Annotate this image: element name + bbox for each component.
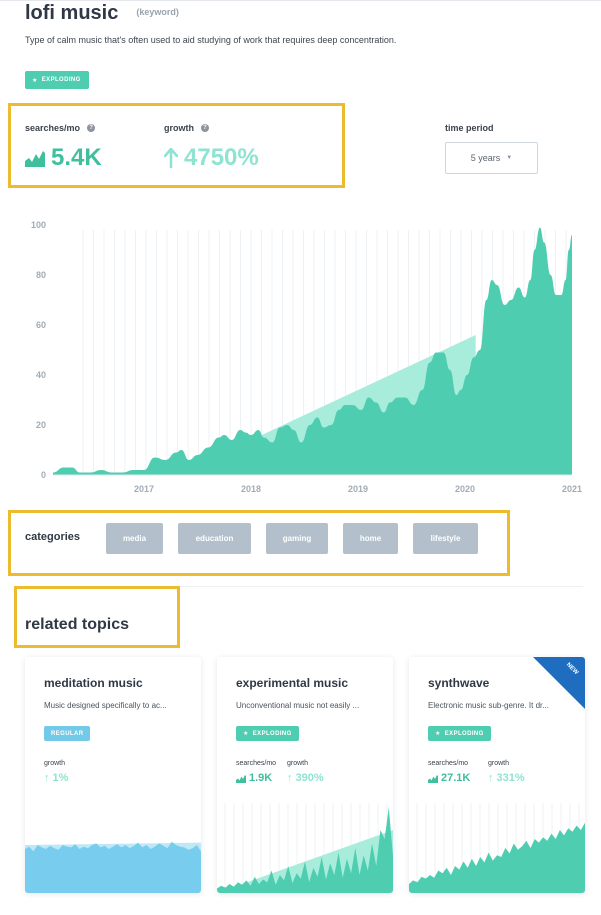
card-status-badge: ★ EXPLODING	[428, 726, 491, 741]
card-searches-value: 1.9K	[236, 772, 272, 784]
star-icon: ★	[32, 77, 38, 84]
growth-label: growth ?	[164, 123, 209, 133]
card-title: synthwave	[428, 676, 490, 690]
card-title: experimental music	[236, 676, 349, 690]
y-tick-label: 80	[36, 270, 46, 280]
card-searches-label: searches/mo	[428, 760, 469, 767]
card-growth-label: growth	[488, 760, 510, 767]
card-status-badge: REGULAR	[44, 726, 91, 741]
category-chip-media[interactable]: media	[106, 523, 163, 554]
card-title: meditation music	[44, 676, 143, 690]
trend-chart-icon	[428, 774, 438, 783]
card-volume-area	[25, 841, 201, 893]
help-icon[interactable]: ?	[201, 124, 209, 132]
card-growth-value-text: 390%	[295, 772, 324, 784]
related-highlight-box	[14, 586, 180, 648]
growth-value-text: 4750%	[184, 144, 259, 171]
keyword-header: lofi music (keyword)	[25, 2, 179, 25]
arrow-up-icon: ↑	[488, 772, 494, 784]
time-period-label: time period	[445, 123, 494, 133]
card-volume-area	[409, 822, 585, 893]
time-period-value: 5 years	[470, 153, 501, 163]
card-status-badge: ★ EXPLODING	[236, 726, 299, 741]
time-period-select[interactable]: 5 years ▼	[445, 142, 538, 174]
category-chip-gaming[interactable]: gaming	[266, 523, 328, 554]
card-growth-value: ↑ 331%	[488, 772, 525, 784]
y-tick-label: 100	[31, 220, 46, 230]
arrow-up-icon: ↑	[44, 772, 50, 784]
card-badge-label: EXPLODING	[252, 730, 292, 737]
star-icon: ★	[435, 731, 441, 737]
keyword-description: Type of calm music that's often used to …	[25, 35, 397, 45]
search-volume-chart: 0 20 40 60 80 100 2017 2018 2019 2020 2021	[31, 220, 582, 494]
card-description: Unconventional music not easily ...	[236, 701, 360, 710]
card-growth-value-text: 331%	[496, 772, 525, 784]
x-tick-label: 2018	[241, 484, 261, 494]
card-growth-label: growth	[287, 760, 309, 767]
growth-label-text: growth	[164, 123, 194, 133]
metrics-highlight-box	[8, 103, 345, 188]
page-title: lofi music	[25, 2, 119, 24]
searches-label-text: searches/mo	[25, 123, 81, 133]
arrow-up-icon	[164, 148, 178, 168]
search-volume-area	[53, 227, 572, 475]
card-searches-label: searches/mo	[236, 760, 277, 767]
related-card-synthwave[interactable]: NEW synthwave Electronic music sub-genre…	[409, 657, 585, 893]
category-chip-education[interactable]: education	[178, 523, 251, 554]
categories-label: categories	[25, 531, 81, 543]
related-card-experimental-music[interactable]: experimental music Unconventional music …	[217, 657, 393, 893]
searches-value: 5.4K	[25, 144, 102, 172]
card-searches-value: 27.1K	[428, 772, 470, 784]
x-tick-label: 2021	[562, 484, 582, 494]
categories-highlight-box	[8, 510, 510, 576]
card-trend-chart	[25, 841, 201, 893]
trend-chart-icon	[25, 151, 45, 167]
y-tick-label: 20	[36, 420, 46, 430]
card-badge-label: EXPLODING	[444, 730, 484, 737]
card-growth-value: ↑ 390%	[287, 772, 324, 784]
card-badge-label: REGULAR	[51, 730, 84, 737]
y-tick-label: 60	[36, 320, 46, 330]
x-tick-label: 2017	[134, 484, 154, 494]
card-searches-value-text: 27.1K	[441, 772, 471, 784]
arrow-up-icon: ↑	[287, 772, 293, 784]
y-tick-label: 40	[36, 370, 46, 380]
growth-value: 4750%	[164, 144, 259, 172]
x-tick-label: 2020	[455, 484, 475, 494]
star-icon: ★	[243, 731, 249, 737]
new-ribbon	[533, 657, 585, 709]
keyword-type-tag: (keyword)	[136, 7, 179, 17]
y-tick-label: 0	[41, 470, 46, 480]
card-trend-chart	[409, 803, 585, 893]
card-searches-value-text: 1.9K	[249, 772, 273, 784]
chevron-down-icon: ▼	[506, 155, 513, 161]
related-card-meditation-music[interactable]: meditation music Music designed specific…	[25, 657, 201, 893]
searches-label: searches/mo ?	[25, 123, 96, 133]
card-volume-area	[217, 807, 393, 893]
related-topics-title: related topics	[25, 616, 130, 633]
card-growth-label: growth	[44, 760, 66, 767]
help-icon[interactable]: ?	[87, 124, 96, 132]
status-badge: ★ EXPLODING	[25, 71, 89, 89]
searches-value-text: 5.4K	[51, 144, 102, 171]
trend-chart-icon	[236, 774, 246, 783]
card-description: Music designed specifically to ac...	[44, 701, 167, 710]
status-badge-label: EXPLODING	[41, 77, 81, 83]
card-growth-value-text: 1%	[52, 772, 69, 784]
top-divider	[0, 0, 601, 1]
category-chip-home[interactable]: home	[343, 523, 398, 554]
card-growth-value: ↑ 1%	[44, 772, 68, 784]
category-chip-lifestyle[interactable]: lifestyle	[413, 523, 478, 554]
x-tick-label: 2019	[348, 484, 368, 494]
section-divider	[25, 586, 583, 587]
card-description: Electronic music sub-genre. It dr...	[428, 701, 549, 710]
card-trend-chart	[217, 803, 393, 893]
